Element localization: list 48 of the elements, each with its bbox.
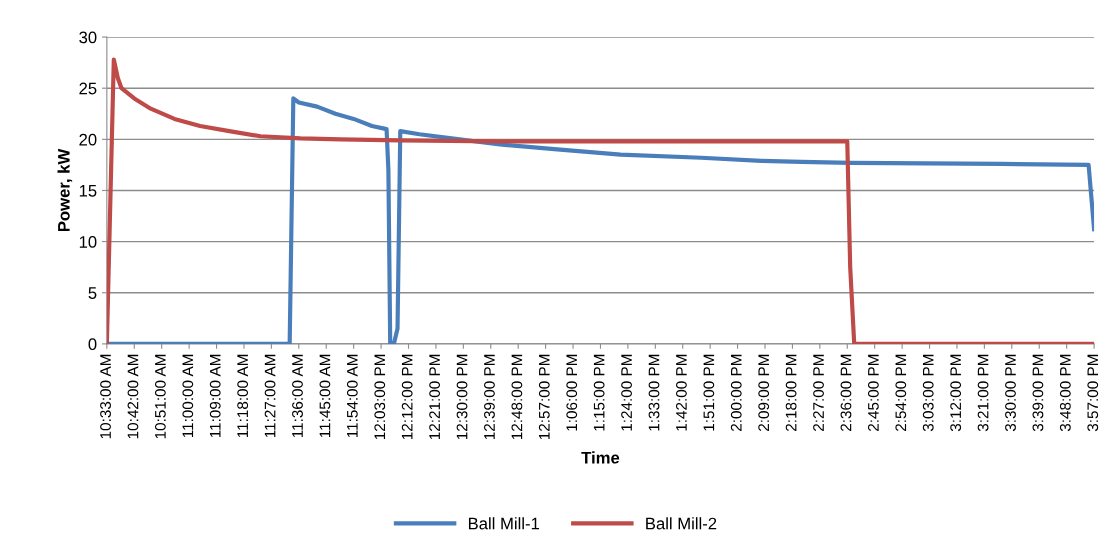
x-tick-label: 11:18:00 AM — [237, 354, 249, 438]
x-tick-label: 1:24:00 PM — [621, 354, 632, 431]
x-tick-label: 11:00:00 AM — [182, 354, 194, 438]
x-tick-label: 2:27:00 PM — [813, 354, 824, 431]
x-tick-label: 10:51:00 AM — [154, 354, 166, 439]
x-tick-label: 12:30:00 PM — [456, 354, 468, 440]
y-axis-title: Power, kW — [57, 148, 73, 232]
x-tick-label: 3:21:00 PM — [977, 354, 989, 432]
y-tick-label: 10 — [79, 236, 97, 248]
x-tick-label: 2:54:00 PM — [895, 354, 907, 431]
x-tick-label: 11:45:00 AM — [319, 354, 331, 438]
x-tick-label: 11:09:00 AM — [209, 354, 221, 438]
y-tick-label: 15 — [79, 185, 97, 197]
x-tick-label: 1:33:00 PM — [648, 354, 660, 431]
x-tick-label: 2:00:00 PM — [730, 354, 742, 431]
x-tick-label: 10:42:00 AM — [127, 354, 139, 439]
x-tick-label: 3:39:00 PM — [1032, 354, 1044, 432]
x-tick-label: 12:03:00 PM — [374, 354, 386, 440]
x-tick-label: 11:27:00 AM — [264, 354, 276, 438]
y-tick-label: 20 — [79, 133, 97, 146]
x-tick-label: 2:09:00 PM — [758, 354, 770, 431]
x-tick-label: 3:57:00 PM — [1087, 354, 1099, 432]
x-tick-label: 12:57:00 PM — [538, 354, 550, 440]
y-tick-label: 5 — [88, 287, 97, 299]
legend-label: Ball Mill-1 — [468, 517, 540, 530]
x-tick-label: 12:12:00 PM — [401, 354, 413, 440]
x-tick-label: 3:03:00 PM — [922, 354, 934, 432]
x-tick-label: 1:06:00 PM — [566, 354, 578, 431]
x-axis-title: Time — [581, 451, 620, 464]
x-tick-label: 3:30:00 PM — [1005, 354, 1016, 432]
x-tick-label: 11:36:00 AM — [292, 354, 303, 438]
x-tick-label: 3:48:00 PM — [1059, 354, 1071, 432]
y-tick-label: 25 — [79, 82, 97, 95]
x-tick-label: 1:51:00 PM — [703, 354, 715, 431]
y-tick-label: 30 — [79, 31, 97, 44]
x-tick-label: 2:45:00 PM — [867, 354, 879, 431]
x-tick-label: 3:12:00 PM — [950, 354, 962, 432]
x-tick-label: 1:15:00 PM — [593, 354, 605, 431]
x-tick-label: 1:42:00 PM — [676, 354, 687, 431]
x-tick-label: 12:39:00 PM — [484, 354, 495, 440]
x-tick-label: 2:18:00 PM — [785, 354, 797, 431]
x-tick-label: 10:33:00 AM — [100, 354, 111, 439]
x-tick-label: 12:48:00 PM — [511, 354, 523, 440]
x-tick-label: 11:54:00 AM — [346, 354, 358, 438]
y-tick-label: 0 — [88, 338, 97, 351]
x-tick-label: 12:21:00 PM — [429, 354, 441, 440]
legend-label: Ball Mill-2 — [646, 517, 717, 530]
x-tick-label: 2:36:00 PM — [840, 354, 852, 431]
